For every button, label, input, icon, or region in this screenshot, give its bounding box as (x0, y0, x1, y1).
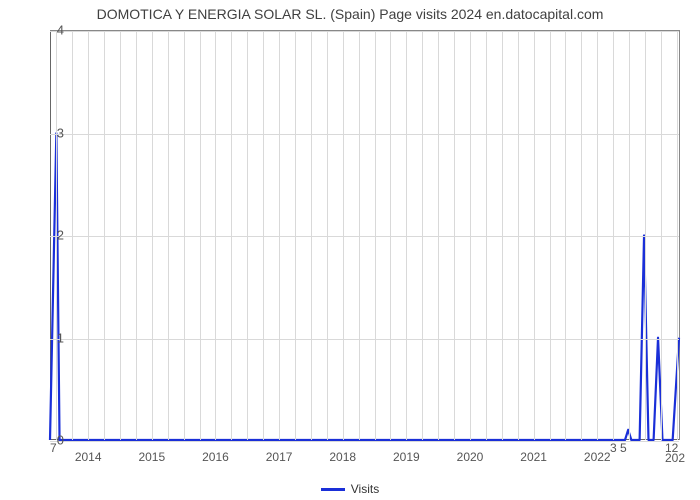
gridline-h (50, 339, 679, 340)
x-tick-label: 2022 (584, 450, 611, 464)
chart-container: DOMOTICA Y ENERGIA SOLAR SL. (Spain) Pag… (0, 0, 700, 500)
x-tick-label: 2015 (138, 450, 165, 464)
chart-title: DOMOTICA Y ENERGIA SOLAR SL. (Spain) Pag… (0, 6, 700, 22)
x-tick-label: 2019 (393, 450, 420, 464)
corner-label-right3: 202 (665, 451, 685, 465)
gridline-h (50, 441, 679, 442)
x-tick-label: 2018 (329, 450, 356, 464)
legend: Visits (0, 482, 700, 496)
y-tick-label: 1 (34, 330, 64, 345)
gridline-h (50, 236, 679, 237)
y-tick-label: 3 (34, 125, 64, 140)
plot-area (50, 30, 680, 440)
x-tick-label: 2020 (457, 450, 484, 464)
y-tick-label: 2 (34, 228, 64, 243)
x-tick-label: 2014 (75, 450, 102, 464)
x-tick-label: 2016 (202, 450, 229, 464)
x-tick-label: 2021 (520, 450, 547, 464)
y-tick-label: 4 (34, 23, 64, 38)
gridline-h (50, 134, 679, 135)
corner-label-right1: 3 5 (610, 441, 627, 455)
gridline-h (50, 31, 679, 32)
y-tick-label: 0 (34, 433, 64, 448)
corner-label-left: 7 (50, 441, 57, 455)
legend-swatch (321, 488, 345, 491)
x-tick-label: 2017 (266, 450, 293, 464)
legend-label: Visits (351, 482, 379, 496)
